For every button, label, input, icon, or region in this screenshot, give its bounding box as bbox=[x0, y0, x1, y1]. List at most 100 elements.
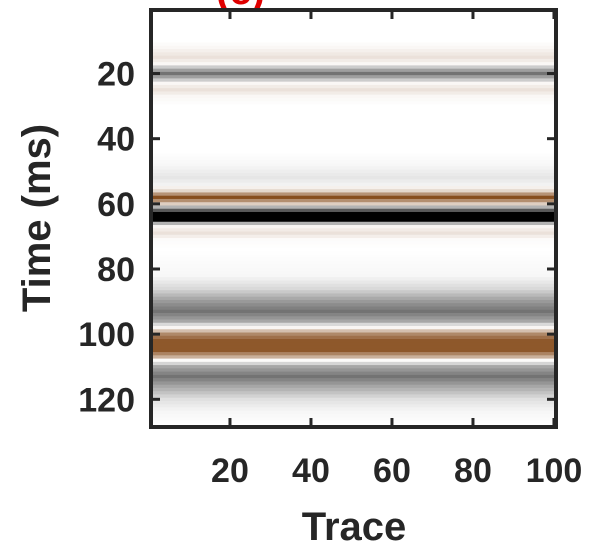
heatmap-row bbox=[151, 299, 556, 304]
heatmap-row bbox=[151, 127, 556, 132]
heatmap-row bbox=[151, 225, 556, 229]
heatmap-row bbox=[151, 163, 556, 167]
heatmap-row bbox=[151, 267, 556, 272]
heatmap-row bbox=[151, 358, 556, 363]
heatmap-row bbox=[151, 137, 556, 141]
heatmap-row bbox=[151, 110, 556, 115]
heatmap-row bbox=[151, 68, 556, 73]
heatmap-row bbox=[151, 361, 556, 366]
y-tick-label: 120 bbox=[78, 381, 135, 419]
y-tick-label: 60 bbox=[97, 186, 135, 224]
heatmap-row bbox=[151, 52, 556, 57]
heatmap-row bbox=[151, 244, 556, 249]
y-tick-label: 40 bbox=[97, 121, 135, 159]
heatmap-row bbox=[151, 189, 556, 194]
heatmap-row bbox=[151, 332, 556, 337]
heatmap-row bbox=[151, 101, 556, 106]
x-tick-label: 100 bbox=[526, 452, 583, 490]
heatmap-row bbox=[151, 84, 556, 89]
heatmap-row bbox=[151, 182, 556, 187]
heatmap-row bbox=[151, 378, 556, 382]
heatmap-row bbox=[151, 169, 556, 174]
heatmap-row bbox=[151, 29, 556, 34]
heatmap-row bbox=[151, 413, 556, 418]
heatmap-row bbox=[151, 107, 556, 112]
heatmap-row bbox=[151, 133, 556, 138]
axes-frame bbox=[149, 8, 558, 429]
heatmap-row bbox=[151, 55, 556, 60]
heatmap-row bbox=[151, 172, 556, 177]
heatmap-row bbox=[151, 150, 556, 154]
heatmap-row bbox=[151, 306, 556, 311]
heatmap-row bbox=[151, 254, 556, 259]
heatmap-row bbox=[151, 407, 556, 412]
heatmap-row bbox=[151, 71, 556, 76]
heatmap-row bbox=[151, 342, 556, 347]
heatmap-row bbox=[151, 339, 556, 343]
x-tick-label: 40 bbox=[292, 452, 330, 490]
heatmap-row bbox=[151, 283, 556, 288]
heatmap-row bbox=[151, 104, 556, 109]
heatmap-row bbox=[151, 81, 556, 86]
heatmap-row bbox=[151, 159, 556, 164]
heatmap-row bbox=[151, 130, 556, 135]
heatmap-row bbox=[151, 277, 556, 281]
heatmap-row bbox=[151, 257, 556, 262]
heatmap-row bbox=[151, 384, 556, 389]
heatmap-row bbox=[151, 273, 556, 278]
heatmap-row bbox=[151, 215, 556, 220]
heatmap-row bbox=[151, 23, 556, 27]
heatmap-row bbox=[151, 286, 556, 291]
heatmap-row bbox=[151, 58, 556, 63]
heatmap-row bbox=[151, 62, 556, 66]
heatmap-row bbox=[151, 391, 556, 396]
heatmap-row bbox=[151, 205, 556, 210]
heatmap-row bbox=[151, 251, 556, 255]
heatmap-row bbox=[151, 374, 556, 379]
heatmap-row bbox=[151, 75, 556, 80]
heatmap-row bbox=[151, 36, 556, 40]
x-axis-label: Trace bbox=[302, 505, 407, 546]
heatmap-row bbox=[151, 208, 556, 213]
heatmap-row bbox=[151, 335, 556, 340]
heatmap-row bbox=[151, 146, 556, 151]
heatmap-row bbox=[151, 319, 556, 324]
heatmap-row bbox=[151, 39, 556, 44]
heatmap-row bbox=[151, 241, 556, 246]
heatmap-row bbox=[151, 345, 556, 350]
y-tick-label: 20 bbox=[97, 56, 135, 94]
heatmap-row bbox=[151, 394, 556, 399]
heatmap-row bbox=[151, 45, 556, 50]
y-axis-label: Time (ms) bbox=[15, 124, 59, 312]
heatmap-row bbox=[151, 355, 556, 360]
heatmap-row bbox=[151, 153, 556, 158]
heatmap-row bbox=[151, 26, 556, 31]
heatmap-row bbox=[151, 124, 556, 128]
heatmap-row bbox=[151, 78, 556, 83]
heatmap-row bbox=[151, 260, 556, 265]
heatmap-row bbox=[151, 322, 556, 327]
heatmap-row bbox=[151, 176, 556, 181]
x-tick-label: 80 bbox=[454, 452, 492, 490]
heatmap-row bbox=[151, 420, 556, 425]
heatmap-row bbox=[151, 202, 556, 207]
heatmap-row bbox=[151, 156, 556, 161]
heatmap-row bbox=[151, 97, 556, 102]
heatmap-row bbox=[151, 371, 556, 376]
heatmap-row bbox=[151, 218, 556, 223]
heatmap-row bbox=[151, 312, 556, 317]
heatmap-row bbox=[151, 195, 556, 200]
heatmap-row bbox=[151, 228, 556, 233]
heatmap-row bbox=[151, 348, 556, 353]
heatmap-row bbox=[151, 387, 556, 392]
heatmap-row bbox=[151, 234, 556, 239]
heatmap-row bbox=[151, 166, 556, 171]
heatmap-row bbox=[151, 410, 556, 415]
heatmap-row bbox=[151, 140, 556, 145]
heatmap-row bbox=[151, 365, 556, 369]
heatmap-row bbox=[151, 329, 556, 334]
heatmap-row bbox=[151, 326, 556, 330]
heatmap-row bbox=[151, 192, 556, 197]
heatmap-row bbox=[151, 316, 556, 321]
